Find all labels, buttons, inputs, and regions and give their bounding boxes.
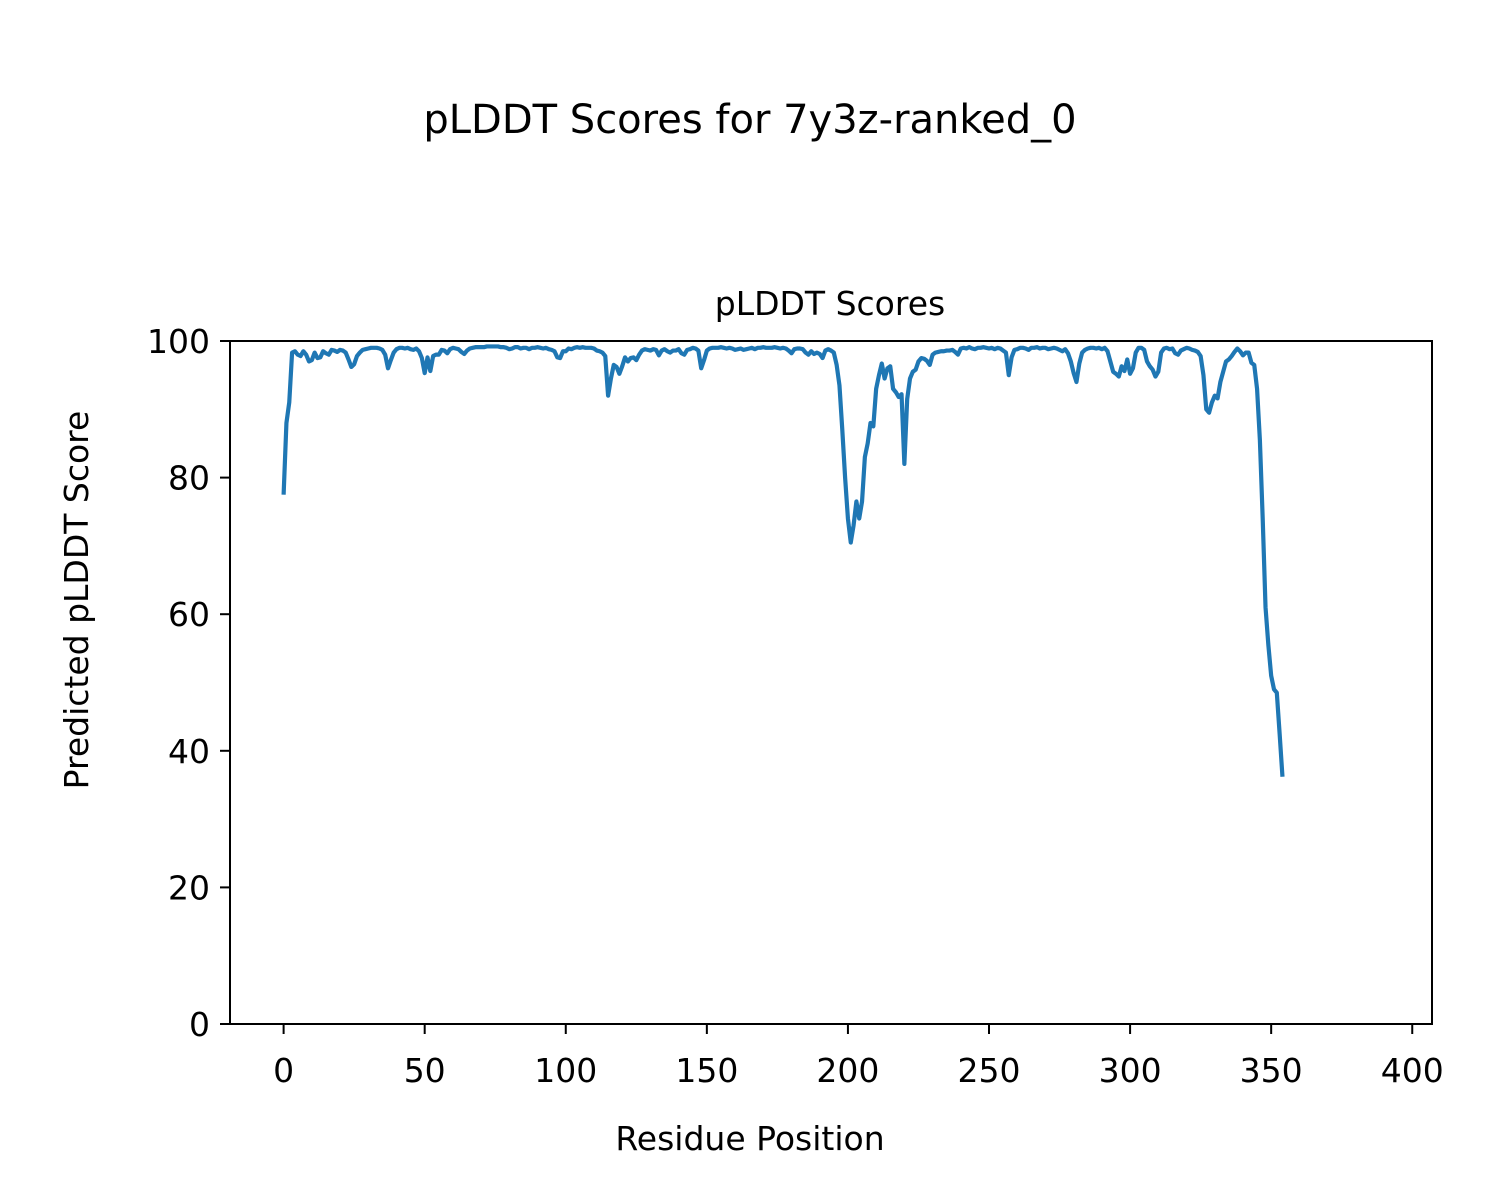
x-tick-label: 300 (1099, 1051, 1162, 1090)
series-layer (281, 344, 1285, 777)
x-tick-label: 100 (534, 1051, 597, 1090)
plot-frame (229, 340, 1433, 1025)
x-tick-label: 150 (675, 1051, 738, 1090)
figure-suptitle: pLDDT Scores for 7y3z-ranked_0 (423, 97, 1076, 143)
x-tick-label: 200 (816, 1051, 879, 1090)
x-axis: 0 50 100 150 200 250 300 350 400 (273, 1024, 1444, 1090)
x-axis-label: Residue Position (615, 1119, 884, 1158)
x-tick-label: 350 (1240, 1051, 1303, 1090)
y-tick-label: 20 (168, 868, 210, 907)
y-axis: 0 20 40 60 80 100 (147, 322, 230, 1044)
series-line (281, 344, 1285, 777)
x-tick-label: 50 (404, 1051, 446, 1090)
axes-title: pLDDT Scores (715, 284, 945, 323)
x-tick-label: 250 (958, 1051, 1021, 1090)
y-tick-label: 60 (168, 595, 210, 634)
y-tick-label: 100 (147, 322, 210, 361)
y-axis-label: Predicted pLDDT Score (57, 411, 96, 790)
x-tick-label: 0 (273, 1051, 294, 1090)
plot-area: 0 50 100 150 200 250 300 350 400 0 20 40 60 80 100 (147, 322, 1444, 1090)
y-tick-label: 40 (168, 732, 210, 771)
y-tick-label: 80 (168, 459, 210, 498)
y-tick-label: 0 (189, 1005, 210, 1044)
x-tick-label: 400 (1381, 1051, 1444, 1090)
